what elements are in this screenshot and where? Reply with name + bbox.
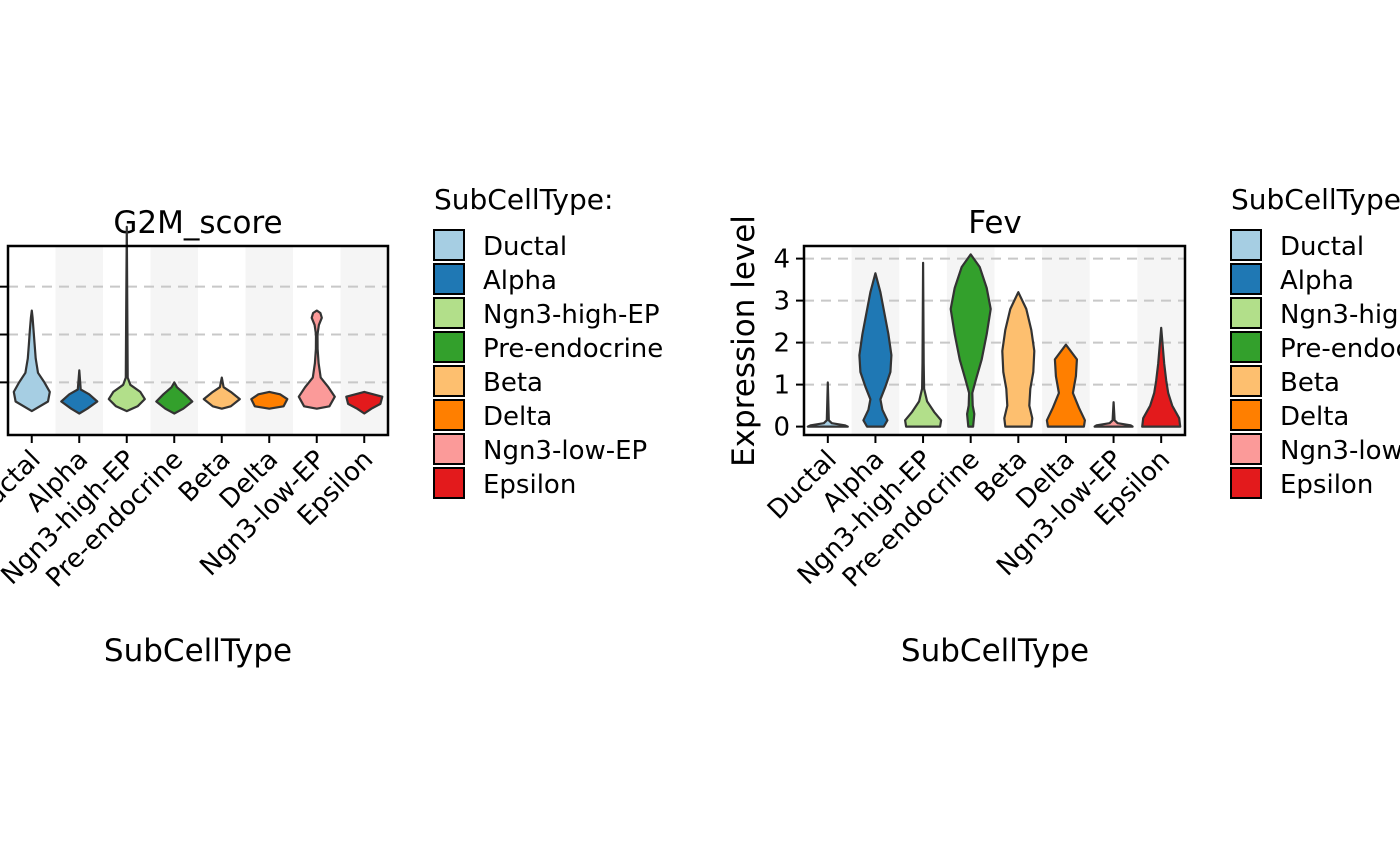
violin-beta <box>202 376 241 410</box>
legend-item: Pre-endocrine <box>1230 331 1400 364</box>
legend-label: Epsilon <box>483 470 576 500</box>
legend-label: Ngn3-high-EP <box>1280 300 1400 330</box>
violin-epsilon <box>345 390 384 415</box>
grid-lines <box>8 285 388 384</box>
legend-swatch <box>433 399 465 431</box>
legend-swatch <box>1230 467 1262 499</box>
legend-item: Delta <box>433 399 552 432</box>
legend-swatch <box>433 467 465 499</box>
legend-swatch <box>1230 229 1262 261</box>
x-axis-tick-labels: DuctalAlphaNgn3-high-EPPre-endocrineBeta… <box>762 445 1176 594</box>
legend-item: Beta <box>1230 365 1340 398</box>
legend-item: Ngn3-low-EP <box>433 433 647 466</box>
g2m-score-panel: G2M_score DuctalAlphaNgn3-high-EPPre-end… <box>0 205 390 669</box>
legend-swatch <box>433 365 465 397</box>
legend-label: Ductal <box>1280 232 1364 262</box>
y-axis-title: Expression level <box>726 215 762 467</box>
y-axis-ticks <box>796 257 804 428</box>
violin-epsilon <box>1141 326 1182 428</box>
legend-label: Ngn3-low-EP <box>483 436 647 466</box>
y-tick-label: 2 <box>773 329 790 359</box>
plot-frame <box>802 244 1187 437</box>
x-axis-ticks <box>30 435 366 443</box>
violin-beta <box>1001 291 1036 428</box>
legend: SubCellType: Ductal Alpha Ngn3-high-EP Pre-… <box>1230 183 1400 500</box>
legend-label: Pre-endocrine <box>483 334 663 364</box>
legend-swatch <box>1230 331 1262 363</box>
legend-label: Alpha <box>483 266 557 296</box>
y-axis-ticks <box>0 285 8 384</box>
legend-item: Ngn3-high-EP <box>1230 297 1400 330</box>
legend-item: Ngn3-high-EP <box>433 297 660 330</box>
violins <box>806 253 1182 428</box>
legend-swatch <box>1230 433 1262 465</box>
legend-item: Epsilon <box>433 467 576 500</box>
chart-title: Fev <box>968 205 1022 241</box>
legend-label: Epsilon <box>1280 470 1373 500</box>
legend-item: Ductal <box>433 229 567 262</box>
legend-swatch <box>1230 263 1262 295</box>
legend-swatch <box>433 229 465 261</box>
legend-item: Ngn3-low-EP <box>1230 433 1400 466</box>
violin-ngn3-high-ep <box>107 225 146 413</box>
legend-label: Ductal <box>483 232 567 262</box>
y-tick-label: 3 <box>773 287 790 317</box>
violins <box>12 225 384 415</box>
violin-alpha <box>60 369 99 415</box>
violin-ngn3-low-ep <box>1093 401 1134 428</box>
legend-item: Pre-endocrine <box>433 331 663 364</box>
violin-alpha <box>858 272 893 428</box>
legend-swatch <box>1230 297 1262 329</box>
legend-item: Ductal <box>1230 229 1364 262</box>
violin-delta <box>1045 343 1086 428</box>
plot-frame <box>6 244 390 437</box>
legend-label: Beta <box>483 368 543 398</box>
legend-swatch <box>433 263 465 295</box>
legend-label: Beta <box>1280 368 1340 398</box>
legend: SubCellType: Ductal Alpha Ngn3-high-EP Pre-… <box>433 183 663 500</box>
legend-item: Alpha <box>433 263 557 296</box>
violin-ductal <box>12 309 51 413</box>
y-tick-label: 1 <box>773 371 790 401</box>
legend-label: Delta <box>483 402 552 432</box>
violin-ngn3-high-ep <box>904 261 943 428</box>
legend-label: Ngn3-high-EP <box>483 300 660 330</box>
legend-label: Ngn3-low-EP <box>1280 436 1400 466</box>
legend-swatch <box>433 433 465 465</box>
violin-ductal <box>806 381 849 428</box>
legend-swatch <box>433 331 465 363</box>
legend-label: Alpha <box>1280 266 1354 296</box>
legend-item: Alpha <box>1230 263 1354 296</box>
violin-pre-endocrine <box>949 253 992 428</box>
violin-delta <box>250 390 289 410</box>
x-axis-title: SubCellType <box>104 633 292 669</box>
y-tick-label: 0 <box>773 413 790 443</box>
legend-swatch <box>433 297 465 329</box>
x-axis-ticks <box>826 435 1163 443</box>
violin-ngn3-low-ep <box>297 309 336 410</box>
x-axis-title: SubCellType <box>901 633 1089 669</box>
violin-pre-endocrine <box>155 381 194 415</box>
legend-title: SubCellType: <box>434 183 613 216</box>
y-axis-tick-labels: 0 1 2 3 4 <box>773 245 790 443</box>
y-tick-label: 4 <box>773 245 790 275</box>
legend-item: Epsilon <box>1230 467 1373 500</box>
grid-lines <box>804 257 1185 386</box>
legend-label: Delta <box>1280 402 1349 432</box>
legend-item: Beta <box>433 365 543 398</box>
legend-label: Pre-endocrine <box>1280 334 1400 364</box>
legend-swatch <box>1230 365 1262 397</box>
x-axis-tick-labels: DuctalAlphaNgn3-high-EPPre-endocrineBeta… <box>0 445 379 594</box>
legend-swatch <box>1230 399 1262 431</box>
chart-title: G2M_score <box>113 205 282 241</box>
legend-item: Delta <box>1230 399 1349 432</box>
fev-panel: Fev 0 1 2 3 4 DuctalAlphaNgn3-high-EPPre-end… <box>726 205 1187 669</box>
legend-title: SubCellType: <box>1231 183 1400 216</box>
